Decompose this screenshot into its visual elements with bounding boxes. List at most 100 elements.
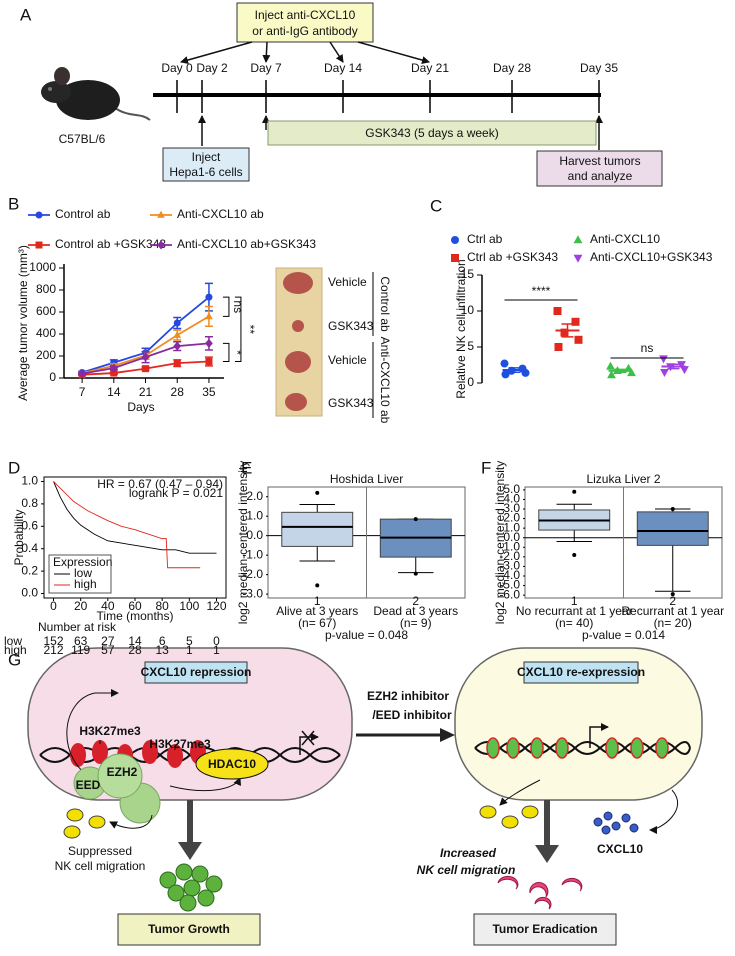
y-tick-label: 15 — [461, 267, 475, 281]
nucleosome — [92, 740, 108, 764]
point — [109, 363, 118, 373]
significance-bracket — [234, 296, 242, 362]
nk-cell — [479, 805, 497, 819]
point — [660, 369, 669, 377]
statistic: HR = 0.67 (0.47 – 0.94) — [97, 477, 223, 491]
nucleosome — [655, 737, 669, 759]
survival-curve — [53, 481, 217, 554]
y-tick-label: -2.0 — [499, 549, 520, 563]
treatment: EZH2 inhibitor — [367, 689, 449, 703]
significance: * — [230, 350, 244, 355]
significance: ns — [231, 300, 245, 313]
significance-bracket — [222, 342, 230, 362]
protein-label: EED — [76, 778, 101, 792]
point — [205, 338, 213, 348]
category-label: Recurrant at 1 year — [621, 604, 724, 618]
outlier — [315, 490, 320, 495]
box-chart: Hoshida Liver log2 median-centered intens… — [236, 461, 466, 642]
nucleosome — [486, 737, 500, 759]
day-label: Day 2 — [196, 61, 228, 75]
group-label: Anti-CXCL10 ab — [378, 337, 392, 424]
outlier — [670, 507, 675, 512]
point — [507, 366, 516, 375]
y-tick-label: 1.0 — [21, 474, 38, 488]
risk-count: 0 — [213, 634, 220, 648]
tumor-photo: B Vehicle GSK343 Vehicle GSK343 Control … — [8, 194, 392, 423]
risk-count: 14 — [128, 634, 142, 648]
y-tick-label: 0.0 — [246, 528, 263, 542]
chart-title: Lizuka Liver 2 — [586, 472, 660, 486]
y-tick-label: 0.0 — [21, 586, 38, 600]
significance: ns — [641, 341, 654, 355]
point — [451, 236, 459, 244]
point — [607, 370, 616, 379]
box-text: GSK343 (5 days a week) — [365, 126, 498, 140]
risk-count: 1 — [213, 643, 220, 657]
y-axis-label: Average tumor volume (mm³) — [16, 245, 30, 401]
point — [157, 240, 165, 250]
x-tick-label: 40 — [101, 599, 115, 613]
panel-label: D — [8, 458, 20, 477]
curved-arrow — [109, 814, 153, 829]
y-tick-label: -1.0 — [499, 539, 520, 553]
x-tick-label: 60 — [128, 599, 142, 613]
chemokine — [593, 811, 639, 835]
nk-infiltration-chart: Relative NK cell infiltration Ctrl ab Ctrl… — [451, 232, 713, 399]
tumor-cell — [167, 884, 185, 902]
panel-label: E — [241, 458, 252, 477]
point — [680, 366, 689, 375]
box-text: CXCL10 repression — [141, 665, 252, 679]
x-tick-label: 21 — [139, 385, 153, 399]
dead-cell — [497, 875, 519, 890]
cxcl10-dot — [621, 813, 631, 823]
risk-count: 57 — [101, 643, 115, 657]
mouse-body — [56, 80, 120, 120]
tss-arrow — [589, 723, 609, 748]
nk-cell — [521, 805, 539, 819]
y-tick-label: 5 — [467, 339, 474, 353]
legend-title: Expression — [53, 555, 112, 569]
legend-label: Anti-CXCL10 ab+GSK343 — [177, 237, 316, 251]
tumor-cell — [179, 894, 197, 912]
hdac10 — [195, 748, 269, 780]
box-text: or anti-IgG antibody — [252, 24, 357, 38]
tumor-cell — [205, 875, 223, 893]
legend-label: Anti-CXCL10 ab — [177, 207, 264, 221]
y-tick-label: -1.0 — [242, 547, 263, 561]
nucleosome — [555, 737, 569, 759]
curved-arrow — [499, 779, 541, 806]
nk-cell — [66, 808, 84, 822]
point — [501, 370, 510, 379]
count-label: (n= 67) — [298, 616, 336, 630]
nucleosome — [167, 744, 183, 768]
point — [553, 307, 562, 315]
day-label: Day 14 — [324, 61, 362, 75]
legend-label: high — [74, 577, 97, 591]
category-label: Alive at 3 years — [276, 604, 358, 618]
treatment: /EED inhibitor — [372, 708, 452, 722]
y-tick-label: 2.0 — [503, 511, 520, 525]
y-tick-label: 400 — [36, 326, 56, 340]
tumor-cell — [175, 863, 193, 881]
outcome: Tumor Growth — [148, 922, 230, 936]
point — [142, 365, 150, 373]
legend-label: Ctrl ab +GSK343 — [467, 250, 558, 264]
legend-label: Ctrl ab — [467, 232, 503, 246]
photo-label: GSK343 — [328, 396, 374, 410]
mouse-eye — [48, 87, 52, 91]
dying-cells — [497, 875, 583, 910]
risk-count: 152 — [43, 634, 63, 648]
risk-title: Number at risk — [38, 620, 117, 634]
inject-box — [162, 147, 250, 182]
day-label: Day 28 — [493, 61, 531, 75]
x-tick-label: 14 — [107, 385, 121, 399]
y-tick-label: 2.0 — [246, 489, 263, 503]
point — [110, 369, 118, 377]
risk-row-label: high — [4, 643, 27, 657]
outlier — [572, 489, 577, 494]
risk-count: 212 — [43, 643, 63, 657]
antibody-box — [236, 2, 374, 43]
y-tick-label: -3.0 — [499, 559, 520, 573]
outlier — [670, 592, 675, 597]
protein-label: HDAC10 — [208, 757, 256, 771]
